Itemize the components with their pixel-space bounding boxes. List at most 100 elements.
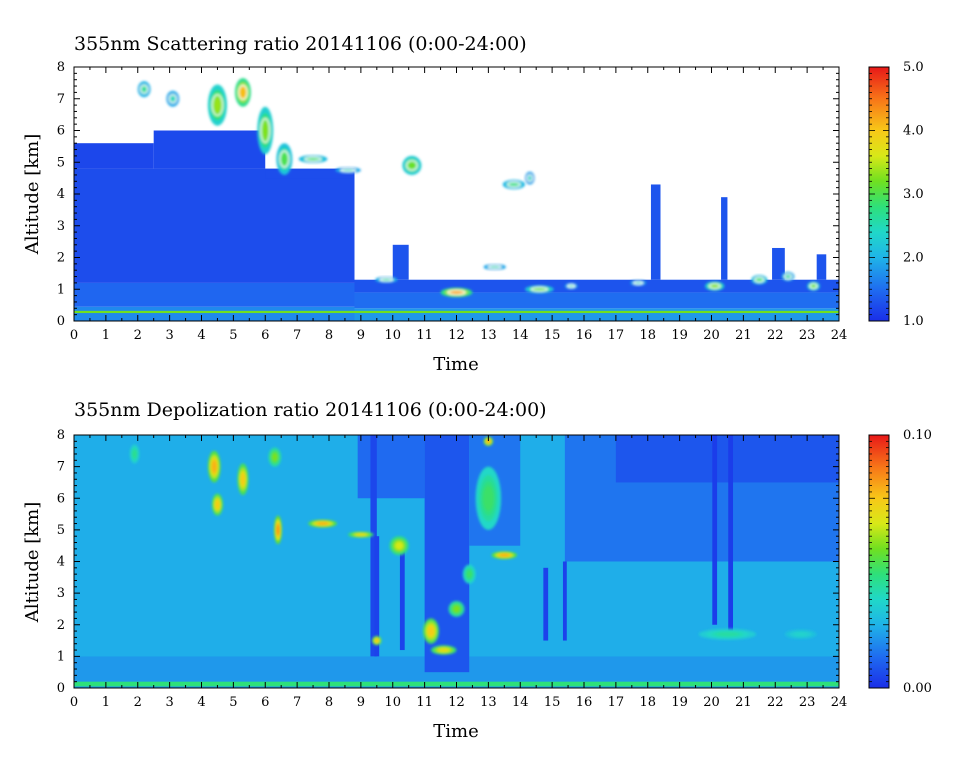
data-feature [207,450,221,483]
x-tick-label: 8 [325,328,333,343]
data-feature [268,447,282,467]
data-region [721,197,728,280]
x-tick-label: 19 [671,328,688,343]
data-feature [372,635,382,646]
data-feature [483,263,506,271]
heatmap-plot [74,435,839,688]
axes: 0 1 2 3 4 5 6 7 8 9 10 11 12 13 14 15 16 17 18 19 20 21 22 23 24… [57,428,848,710]
data-feature [335,167,361,174]
x-tick-label: 13 [480,328,497,343]
x-tick-label: 0 [70,695,78,710]
data-stripe [562,561,567,641]
y-tick-label: 7 [57,92,65,107]
y-axis-label: Altitude [km] [22,134,43,256]
x-tick-label: 9 [357,695,365,710]
panel-scattering-ratio: 355nm Scattering ratio 20141106 (0:00-24… [22,33,924,375]
y-tick-label: 4 [57,555,65,570]
x-tick-label: 1 [102,695,110,710]
x-tick-label: 3 [165,695,173,710]
x-tick-label: 18 [639,328,656,343]
x-tick-label: 22 [767,695,784,710]
x-tick-label: 12 [448,695,465,710]
data-feature [276,143,293,175]
y-tick-label: 1 [57,282,65,297]
x-tick-label: 21 [735,328,752,343]
data-feature [564,282,578,290]
x-tick-label: 14 [512,328,529,343]
y-tick-label: 5 [57,155,65,170]
data-feature [423,618,439,644]
x-axis-label: Time [433,721,478,742]
data-region [265,170,355,179]
data-feature [375,276,398,283]
axes: 0 1 2 3 4 5 6 7 8 9 10 11 12 13 14 15 16 17 18 19 20 21 22 23 24… [57,60,848,343]
y-tick-label: 0 [57,314,65,329]
x-tick-label: 7 [293,695,301,710]
colorbar: 1.0 2.0 3.0 4.0 5.0 [868,60,924,329]
data-stripe [728,435,734,632]
data-feature [630,279,647,287]
x-tick-label: 2 [134,695,142,710]
y-tick-label: 2 [57,618,65,633]
colorbar-label: 3.0 [903,187,924,202]
y-tick-label: 6 [57,124,65,139]
data-feature [402,155,422,175]
colorbar-label: 5.0 [903,60,924,75]
x-tick-label: 24 [831,328,848,343]
y-tick-label: 5 [57,523,65,538]
x-tick-label: 4 [197,328,205,343]
x-tick-label: 4 [197,695,205,710]
x-tick-label: 1 [102,328,110,343]
data-feature [257,106,274,155]
data-stripe [399,545,405,651]
data-feature [475,466,502,530]
data-feature [440,287,473,298]
x-tick-label: 16 [576,695,593,710]
data-region [650,184,661,280]
data-stripe [374,536,380,657]
data-feature [211,493,224,516]
x-tick-label: 7 [293,328,301,343]
y-tick-label: 8 [57,428,65,443]
data-region [772,247,785,280]
data-feature [807,281,820,291]
data-feature [448,601,465,617]
x-tick-label: 5 [229,328,237,343]
data-feature [234,78,251,107]
data-feature [137,81,151,98]
data-feature [698,628,757,640]
data-region [357,435,425,499]
y-tick-label: 6 [57,491,65,506]
data-region [74,143,154,169]
data-region [153,130,266,169]
data-feature [705,281,725,291]
data-region [354,308,839,321]
data-feature [298,155,328,164]
data-feature [781,271,795,282]
data-feature [525,285,554,294]
data-region [615,435,839,483]
data-stripe [543,567,549,641]
x-tick-label: 23 [799,695,816,710]
data-stripe [712,435,718,625]
data-feature [308,519,337,528]
colorbar-label: 0.00 [903,681,932,696]
x-tick-label: 11 [416,328,433,343]
colorbar: 0.00 0.10 [868,428,932,696]
data-feature [431,645,457,655]
x-tick-label: 14 [512,695,529,710]
x-tick-label: 10 [384,328,401,343]
colorbar-ticks: 0.00 0.10 [869,428,932,696]
y-axis-label: Altitude [km] [22,502,43,624]
x-tick-label: 15 [544,695,561,710]
x-tick-label: 21 [735,695,752,710]
data-region [74,282,355,307]
x-tick-label: 18 [639,695,656,710]
x-tick-label: 8 [325,695,333,710]
data-feature [389,536,409,556]
data-region [816,254,827,280]
heatmap-plot [74,67,839,321]
colorbar-label: 0.10 [903,428,932,443]
x-tick-label: 15 [544,328,561,343]
